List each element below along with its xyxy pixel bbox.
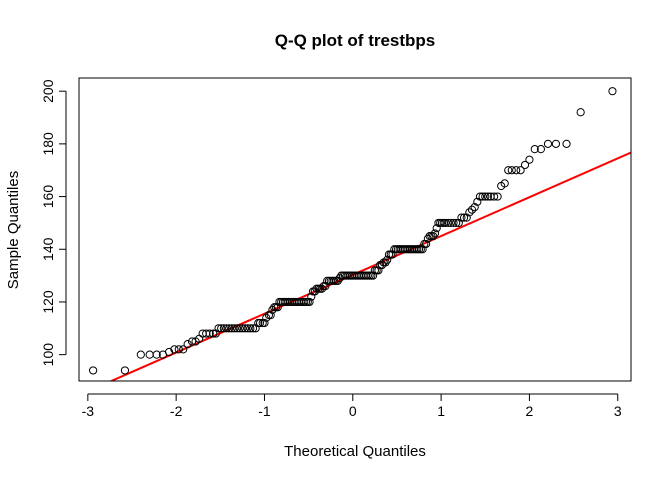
data-point bbox=[470, 203, 479, 212]
data-point bbox=[446, 218, 455, 228]
data-point bbox=[473, 197, 482, 206]
y-tick-label: 160 bbox=[40, 185, 56, 209]
data-point bbox=[516, 166, 525, 175]
data-point bbox=[230, 324, 239, 333]
data-point bbox=[174, 345, 183, 354]
data-point bbox=[170, 345, 179, 354]
data-point bbox=[430, 229, 440, 238]
data-point bbox=[462, 213, 471, 222]
data-point bbox=[211, 329, 220, 338]
data-point bbox=[222, 324, 231, 333]
data-point bbox=[512, 166, 521, 175]
data-point bbox=[457, 213, 466, 222]
data-point bbox=[449, 218, 458, 228]
data-points bbox=[89, 87, 617, 375]
data-point bbox=[530, 145, 539, 154]
plot-frame bbox=[78, 77, 632, 382]
data-point bbox=[525, 155, 534, 164]
x-axis: -3 -2 -1 0 1 2 3 bbox=[82, 393, 622, 419]
data-point bbox=[444, 218, 453, 228]
data-point bbox=[475, 192, 485, 201]
x-tick-label: -2 bbox=[170, 403, 183, 419]
data-point bbox=[381, 258, 390, 267]
data-point bbox=[179, 345, 188, 354]
data-point bbox=[421, 239, 431, 249]
data-point bbox=[305, 297, 314, 307]
data-point bbox=[478, 192, 487, 201]
data-point bbox=[205, 329, 214, 338]
x-tick-label: -1 bbox=[258, 403, 271, 419]
data-point bbox=[507, 166, 516, 175]
data-point bbox=[243, 324, 252, 333]
x-tick-label: 1 bbox=[437, 403, 445, 419]
y-tick-label: 120 bbox=[40, 290, 56, 314]
chart-title: Q-Q plot of trestbps bbox=[275, 31, 436, 50]
data-point bbox=[255, 318, 265, 328]
data-point bbox=[219, 324, 228, 333]
data-point bbox=[136, 350, 145, 359]
data-point bbox=[608, 87, 617, 96]
data-point bbox=[235, 324, 244, 333]
data-point bbox=[225, 324, 234, 333]
x-tick-label: 0 bbox=[349, 403, 357, 419]
data-point bbox=[493, 192, 502, 201]
data-point bbox=[551, 139, 561, 148]
data-point bbox=[164, 347, 174, 357]
data-point bbox=[429, 231, 438, 241]
y-axis: 100 120 140 160 180 200 bbox=[40, 79, 67, 367]
data-point bbox=[500, 179, 509, 188]
x-axis-label: Theoretical Quantiles bbox=[284, 443, 426, 460]
data-point bbox=[187, 337, 197, 346]
data-point bbox=[248, 324, 258, 333]
y-tick-label: 100 bbox=[40, 343, 56, 367]
y-tick-label: 200 bbox=[40, 79, 56, 103]
data-point bbox=[246, 324, 255, 333]
data-point bbox=[89, 366, 98, 375]
data-point bbox=[467, 205, 477, 214]
data-point bbox=[465, 208, 474, 217]
y-tick-label: 140 bbox=[40, 237, 56, 261]
data-point bbox=[260, 318, 269, 328]
data-point bbox=[238, 324, 247, 333]
data-point bbox=[490, 192, 499, 201]
data-point bbox=[562, 139, 571, 148]
data-point bbox=[183, 340, 192, 349]
x-tick-label: 2 bbox=[526, 403, 534, 419]
data-point bbox=[576, 108, 585, 117]
data-point bbox=[227, 324, 236, 333]
data-point bbox=[120, 366, 130, 375]
data-point bbox=[543, 139, 553, 148]
x-tick-label: -3 bbox=[82, 403, 95, 419]
data-point bbox=[152, 350, 161, 359]
data-point bbox=[536, 145, 546, 154]
data-point bbox=[240, 324, 250, 333]
data-point bbox=[520, 160, 530, 170]
data-point bbox=[504, 166, 513, 175]
data-point bbox=[214, 324, 223, 333]
data-point bbox=[209, 329, 218, 338]
data-point bbox=[481, 192, 490, 201]
data-point bbox=[459, 213, 469, 222]
y-tick-label: 180 bbox=[40, 132, 56, 156]
y-axis-label: Sample Quantiles bbox=[5, 171, 22, 289]
data-point bbox=[232, 324, 242, 333]
data-point bbox=[217, 324, 226, 333]
data-point bbox=[262, 313, 271, 322]
data-point bbox=[266, 311, 275, 320]
data-point bbox=[452, 218, 461, 228]
data-point bbox=[441, 218, 450, 228]
data-point bbox=[483, 192, 493, 201]
x-tick-label: 3 bbox=[614, 403, 622, 419]
data-point bbox=[454, 218, 463, 228]
data-point bbox=[251, 324, 260, 333]
